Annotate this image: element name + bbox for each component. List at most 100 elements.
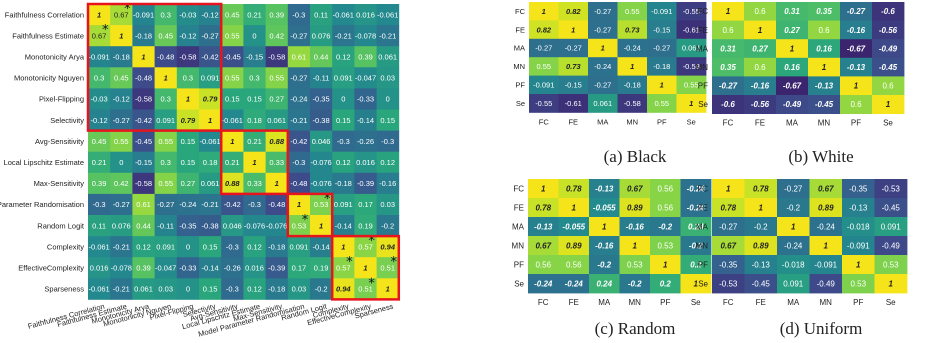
cell-value-label: 0.24 xyxy=(688,222,704,231)
heatmap-cell xyxy=(712,236,745,256)
cell-value-label: 0.78 xyxy=(566,184,582,193)
heatmap-cell xyxy=(588,57,618,76)
cell-value-label: 1 xyxy=(97,10,101,19)
cell-value-label: -0.27 xyxy=(157,200,174,209)
heatmap-cell xyxy=(265,236,289,258)
cell-value-label: -0.12 xyxy=(202,10,219,19)
heatmap-cell xyxy=(872,39,905,59)
heatmap-cell xyxy=(154,109,178,131)
heatmap-cell xyxy=(647,75,677,95)
heatmap-cell xyxy=(619,255,651,275)
cell-value-label: -0.27 xyxy=(202,31,219,40)
heatmap-cell xyxy=(265,67,289,89)
cell-value-label: -0.3 xyxy=(248,200,261,209)
cell-value-label: 0.15 xyxy=(225,95,240,104)
cell-value-label: -0.42 xyxy=(202,52,219,61)
heatmap-cell xyxy=(310,193,333,216)
column-tick-label: FC xyxy=(723,119,734,128)
heatmap-cell xyxy=(265,25,289,47)
heatmap-cell xyxy=(110,88,133,110)
cell-value-label: -0.13 xyxy=(815,82,834,91)
cell-value-label: -0.26 xyxy=(224,263,241,272)
cell-value-label: 1 xyxy=(252,158,256,167)
heatmap-cell xyxy=(332,130,355,153)
heatmap-cell xyxy=(332,109,355,131)
column-tick-label: FC xyxy=(723,298,734,307)
heatmap-cell xyxy=(874,236,908,256)
heatmap-cell xyxy=(744,255,778,275)
heatmap-cell xyxy=(287,151,311,174)
heatmap-cell xyxy=(221,193,244,216)
heatmap-cell xyxy=(310,4,333,26)
row-tick-label: Se xyxy=(698,279,708,288)
cell-value-label: 0.3 xyxy=(160,10,170,19)
cell-value-label: -0.24 xyxy=(565,279,584,288)
heatmap-cell xyxy=(132,109,155,131)
cell-value-label: 0.89 xyxy=(566,241,582,250)
cell-value-label: 1 xyxy=(856,260,861,269)
cell-value-label: -0.047 xyxy=(355,74,376,83)
heatmap-cell xyxy=(154,151,178,174)
cell-value-label: 0.12 xyxy=(136,242,151,251)
heatmap-cell xyxy=(617,75,648,95)
heatmap-cell xyxy=(265,257,289,279)
cell-value-label: 1 xyxy=(319,221,323,230)
cell-value-label: -0.2 xyxy=(754,222,768,231)
cell-value-label: 1 xyxy=(119,31,123,40)
heatmap-cell xyxy=(712,2,745,21)
cell-value-label: 0.67 xyxy=(92,31,107,40)
cell-value-label: 0.33 xyxy=(269,158,284,167)
heatmap-cell xyxy=(354,257,377,279)
heatmap-cell xyxy=(842,274,875,294)
cell-value-label: -0.091 xyxy=(88,52,109,61)
cell-value-label: 0.45 xyxy=(92,137,107,146)
heatmap-cell xyxy=(647,94,677,113)
row-tick-label: Se xyxy=(514,279,524,288)
cell-value-label: 0.57 xyxy=(358,242,373,251)
cell-value-label: 0.03 xyxy=(380,200,395,209)
heatmap-cell xyxy=(650,255,681,275)
heatmap-cell xyxy=(221,25,244,47)
heatmap-cell xyxy=(676,75,707,95)
cell-value-label: -0.58 xyxy=(624,99,641,108)
heatmap-cell xyxy=(176,109,200,131)
heatmap-cell xyxy=(376,215,400,237)
cell-value-label: 0.53 xyxy=(657,241,673,250)
heatmap-cell xyxy=(558,198,590,218)
heatmap-cell xyxy=(872,57,905,77)
column-tick-label: PF xyxy=(853,298,863,307)
significance-star: * xyxy=(391,255,398,270)
heatmap-cell xyxy=(221,109,244,131)
column-tick-label: MA xyxy=(597,117,608,126)
cell-value-label: -0.58 xyxy=(135,95,152,104)
cell-value-label: -0.3 xyxy=(292,158,305,167)
heatmap-cell xyxy=(199,130,222,153)
cell-value-label: 0.56 xyxy=(657,203,673,212)
cell-value-label: -0.091 xyxy=(814,260,837,269)
cell-value-label: -0.24 xyxy=(290,95,307,104)
cell-value-label: 0 xyxy=(119,158,123,167)
cell-value-label: 1 xyxy=(542,7,546,16)
heatmap-cell xyxy=(132,25,155,47)
heatmap-cell xyxy=(808,39,841,59)
heatmap-cell xyxy=(376,278,400,300)
cell-value-label: 0.51 xyxy=(380,263,395,272)
heatmap-cell xyxy=(265,46,289,68)
heatmap-cell xyxy=(110,257,133,279)
heatmap-cell xyxy=(287,67,311,89)
cell-value-label: -0.16 xyxy=(751,82,770,91)
heatmap-cell xyxy=(310,25,333,47)
cell-value-label: -0.6 xyxy=(721,100,735,109)
cell-value-label: 0.27 xyxy=(269,95,284,104)
cell-value-label: 1 xyxy=(822,63,827,72)
cell-value-label: -0.56 xyxy=(751,100,770,109)
row-tick-label: Complexity xyxy=(47,242,84,251)
row-tick-label: FE xyxy=(515,25,525,34)
heatmap-cell xyxy=(154,46,178,68)
heatmap-cell xyxy=(243,25,266,47)
cell-value-label: 0.21 xyxy=(247,137,262,146)
cell-value-label: -0.49 xyxy=(817,279,836,288)
heatmap-cell xyxy=(619,217,651,237)
cell-value-label: 0.061 xyxy=(682,44,701,53)
heatmap-cell xyxy=(809,217,843,237)
